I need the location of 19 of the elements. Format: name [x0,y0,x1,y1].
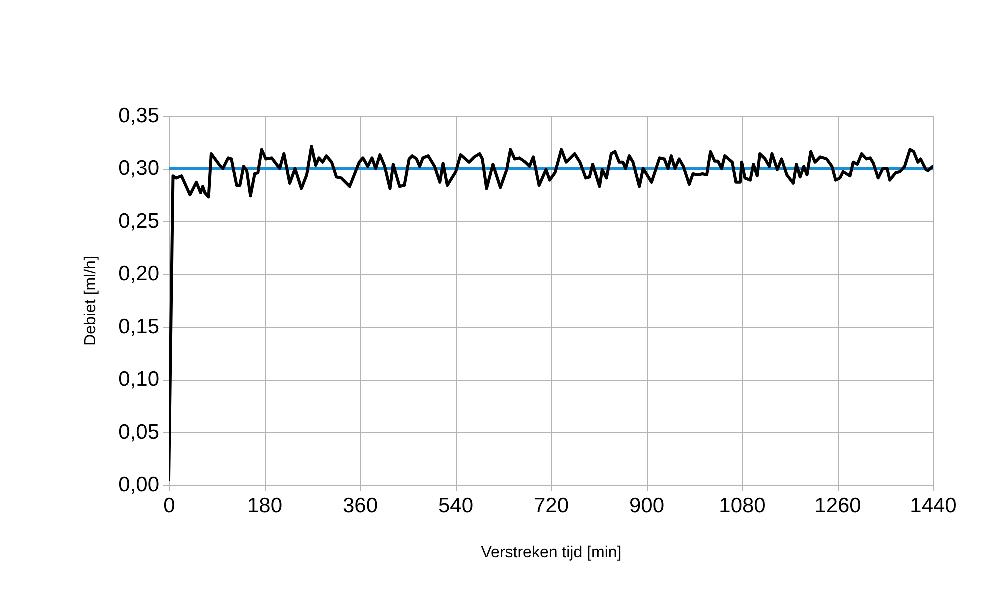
x-tick-label: 1440 [910,494,957,518]
y-axis-title: Debiet [ml/h] [82,256,100,346]
x-tick-label: 1080 [719,494,766,518]
y-tick-label: 0,35 [118,104,160,128]
x-tick-label: 1260 [814,494,862,518]
x-axis-title: Verstreken tijd [min] [481,544,622,562]
x-tick-label: 540 [438,494,474,518]
x-tick-label: 0 [164,494,176,518]
y-tick-label: 0,20 [118,262,160,286]
y-tick-label: 0,05 [118,420,160,444]
y-tick-label: 0,00 [118,474,160,496]
x-tick-label: 180 [247,494,283,518]
x-tick-label: 900 [629,494,665,518]
y-tick-label: 0,15 [118,315,160,338]
y-tick-label: 0,10 [118,368,160,392]
y-tick-label: 0,25 [118,210,160,233]
y-tick-label: 0,30 [118,157,160,180]
x-tick-label: 720 [534,494,570,518]
x-tick-label: 360 [342,494,378,518]
